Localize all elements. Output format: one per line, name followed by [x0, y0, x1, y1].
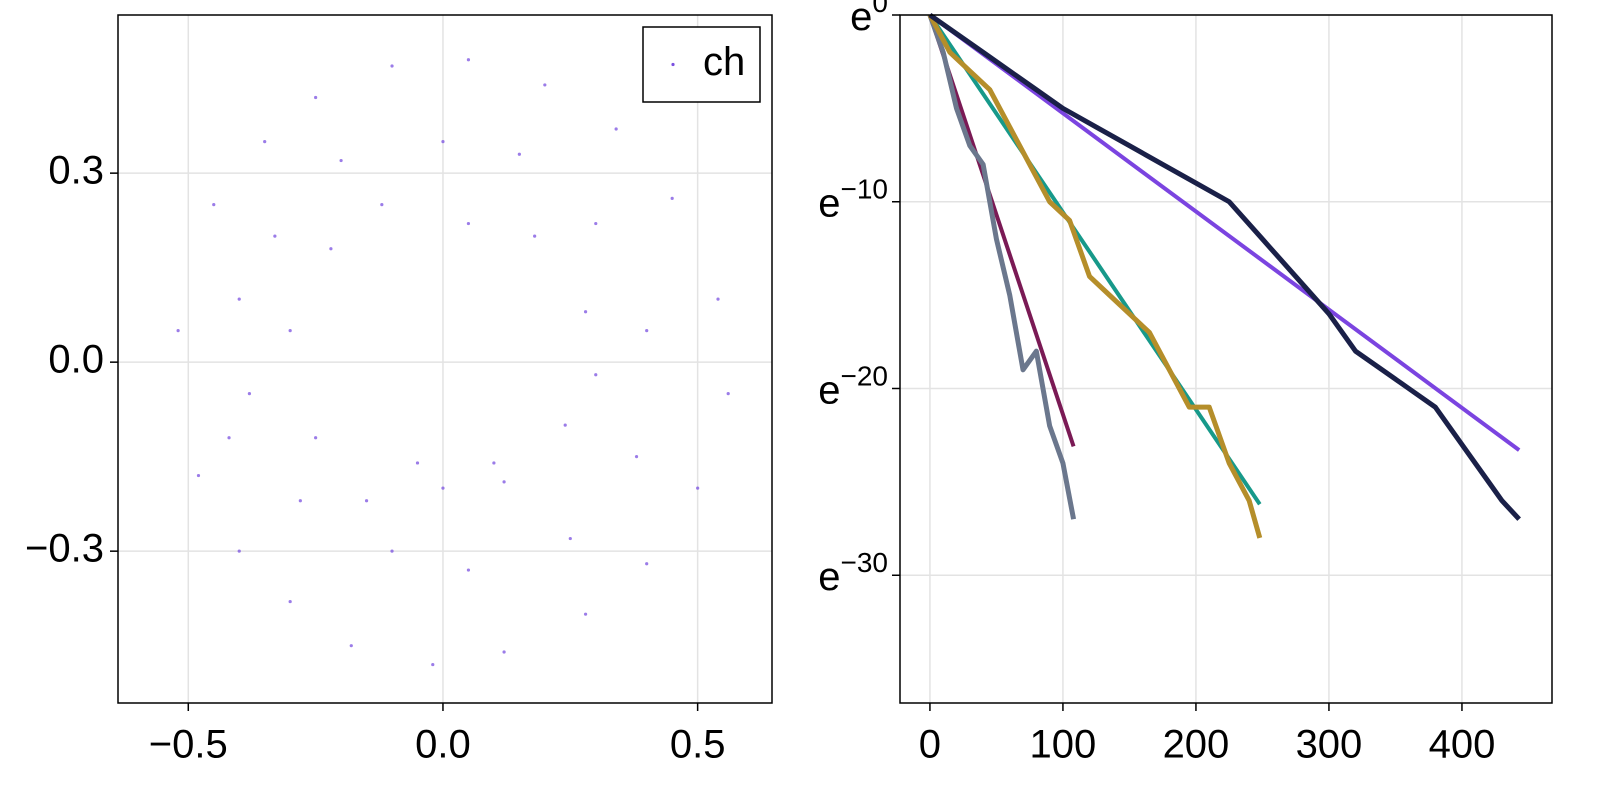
y-tick-base: e — [818, 181, 840, 225]
scatter-point — [517, 152, 521, 156]
scatter-point — [288, 329, 292, 333]
scatter-point — [466, 568, 471, 572]
x-tick-label: 0.0 — [415, 723, 471, 767]
scatter-point — [634, 455, 639, 459]
scatter-point — [380, 203, 384, 207]
scatter-point — [237, 549, 241, 553]
scatter-point — [716, 297, 720, 301]
scatter-point — [533, 234, 537, 238]
y-tick-exponent: −20 — [841, 361, 889, 392]
series-line — [928, 13, 1521, 452]
x-tick-label: 0 — [919, 723, 941, 767]
series-line — [927, 13, 1263, 539]
x-tick-label: 400 — [1429, 723, 1496, 767]
y-tick-exponent: −30 — [841, 548, 889, 579]
scatter-point — [176, 329, 180, 333]
x-tick-label: 100 — [1030, 723, 1097, 767]
scatter-point — [349, 644, 353, 648]
scatter-point — [583, 612, 588, 616]
scatter-point — [212, 203, 216, 207]
scatter-point — [594, 373, 598, 377]
scatter-point — [670, 196, 674, 200]
scatter-point — [441, 140, 445, 144]
y-tick-label: e−20 — [818, 361, 888, 412]
scatter-point — [583, 310, 588, 314]
scatter-point — [645, 562, 649, 566]
scatter-point — [543, 83, 547, 87]
legend-swatch — [671, 62, 675, 67]
scatter-point — [329, 247, 333, 251]
scatter-point — [273, 234, 277, 238]
y-tick-label: e−10 — [818, 174, 888, 225]
scatter-point — [568, 536, 572, 541]
y-tick-label: e0 — [850, 0, 888, 39]
legend: ch — [642, 26, 761, 103]
series-line — [927, 14, 1077, 520]
y-tick-label: 0.0 — [48, 338, 104, 382]
scatter-point — [466, 221, 471, 226]
plot-frame — [117, 14, 773, 704]
scatter-point — [441, 486, 445, 490]
legend-box — [642, 26, 761, 103]
scatter-point — [726, 392, 730, 396]
y-tick-exponent: 0 — [872, 0, 888, 18]
scatter-point — [298, 499, 302, 503]
scatter-point — [502, 480, 506, 484]
y-tick-label: −0.3 — [25, 527, 104, 571]
scatter-point — [466, 58, 471, 62]
scatter-point — [339, 158, 343, 163]
series-line — [928, 12, 1521, 521]
scatter-point — [502, 650, 506, 654]
y-tick-base: e — [818, 555, 840, 599]
x-tick-label: 0.5 — [670, 723, 726, 767]
y-tick-base: e — [850, 0, 872, 39]
x-tick-label: 200 — [1163, 723, 1230, 767]
scatter-point — [364, 499, 369, 503]
scatter-point — [492, 461, 496, 465]
y-tick-exponent: −10 — [841, 174, 889, 205]
scatter-point — [288, 599, 292, 604]
scatter-point — [696, 486, 700, 490]
x-tick-label: 300 — [1296, 723, 1363, 767]
scatter-point — [196, 473, 201, 478]
scatter-point — [314, 95, 318, 100]
plot-frame — [899, 14, 1553, 704]
y-tick-label: 0.3 — [48, 149, 104, 193]
scatter-point — [247, 392, 252, 396]
scatter-point — [415, 461, 420, 465]
scatter-point — [594, 221, 598, 226]
y-tick-base: e — [818, 368, 840, 412]
series-line — [928, 13, 1262, 506]
scatter-point — [237, 297, 241, 301]
x-tick-label: −0.5 — [149, 723, 228, 767]
scatter-point — [431, 662, 435, 667]
legend-label: ch — [703, 40, 745, 84]
scatter-point — [390, 64, 394, 68]
y-tick-label: e−30 — [818, 548, 888, 599]
scatter-point — [390, 549, 394, 553]
scatter-point — [563, 423, 567, 427]
scatter-point — [645, 329, 649, 333]
scatter-point — [227, 436, 231, 440]
scatter-point — [614, 127, 618, 131]
scatter-point — [314, 436, 318, 440]
scatter-point — [263, 140, 267, 144]
